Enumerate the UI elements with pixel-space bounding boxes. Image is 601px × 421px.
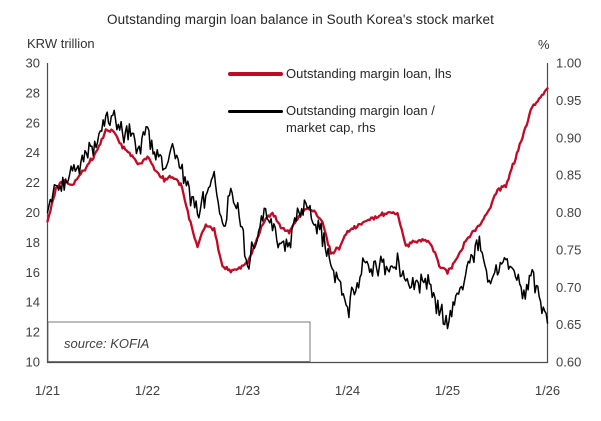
source-note: source: KOFIA: [64, 336, 150, 351]
right-axis-tick-label: 0.60: [556, 355, 581, 370]
lhs-margin-loan-line: [46, 87, 549, 275]
source-note-box: [47, 321, 311, 362]
left-axis-tick-label: 10: [26, 355, 40, 370]
left-axis-unit-label: KRW trillion: [27, 36, 95, 51]
legend-item-rhs: Outstanding margin loan / market cap, rh…: [228, 103, 435, 136]
right-axis-tick-label: 0.90: [556, 130, 581, 145]
rhs-ratio-line: [46, 109, 549, 330]
left-axis-tick-label: 26: [26, 115, 40, 130]
right-axis-tick-label: 0.95: [556, 93, 581, 108]
right-axis-tick-label: 0.65: [556, 317, 581, 332]
legend-item-lhs: Outstanding margin loan, lhs: [228, 66, 451, 83]
x-axis-tick-label: 1/24: [335, 383, 360, 398]
left-axis-tick-label: 22: [26, 175, 40, 190]
left-axis-tick-label: 30: [26, 56, 40, 71]
x-axis-tick-label: 1/25: [435, 383, 460, 398]
rhs-line-swatch: [228, 110, 283, 113]
right-axis-tick-label: 0.70: [556, 280, 581, 295]
left-axis-tick-label: 18: [26, 235, 40, 250]
x-axis-tick-label: 1/22: [135, 383, 160, 398]
left-axis-tick-label: 16: [26, 265, 40, 280]
left-axis-tick-label: 20: [26, 205, 40, 220]
left-axis-tick-label: 28: [26, 85, 40, 100]
left-axis-tick-label: 12: [26, 325, 40, 340]
right-axis-tick-label: 0.80: [556, 205, 581, 220]
right-axis-tick-label: 1.00: [556, 56, 581, 71]
lhs-line-swatch: [228, 72, 283, 76]
left-axis-tick-label: 14: [26, 295, 40, 310]
right-axis-tick-label: 0.75: [556, 242, 581, 257]
legend-label-rhs-line2: market cap, rhs: [286, 119, 376, 135]
x-axis-tick-label: 1/23: [235, 383, 260, 398]
right-axis-unit-label: %: [538, 37, 550, 52]
left-axis-tick-label: 24: [26, 145, 40, 160]
legend-label-rhs: Outstanding margin loan / market cap, rh…: [286, 103, 435, 136]
legend-label-lhs: Outstanding margin loan, lhs: [286, 66, 452, 81]
x-axis-tick-label: 1/21: [35, 383, 60, 398]
legend-label-rhs-line1: Outstanding margin loan /: [286, 103, 435, 118]
right-axis-tick-label: 0.85: [556, 168, 581, 183]
chart-title: Outstanding margin loan balance in South…: [107, 12, 494, 27]
x-axis-tick-label: 1/26: [535, 383, 560, 398]
